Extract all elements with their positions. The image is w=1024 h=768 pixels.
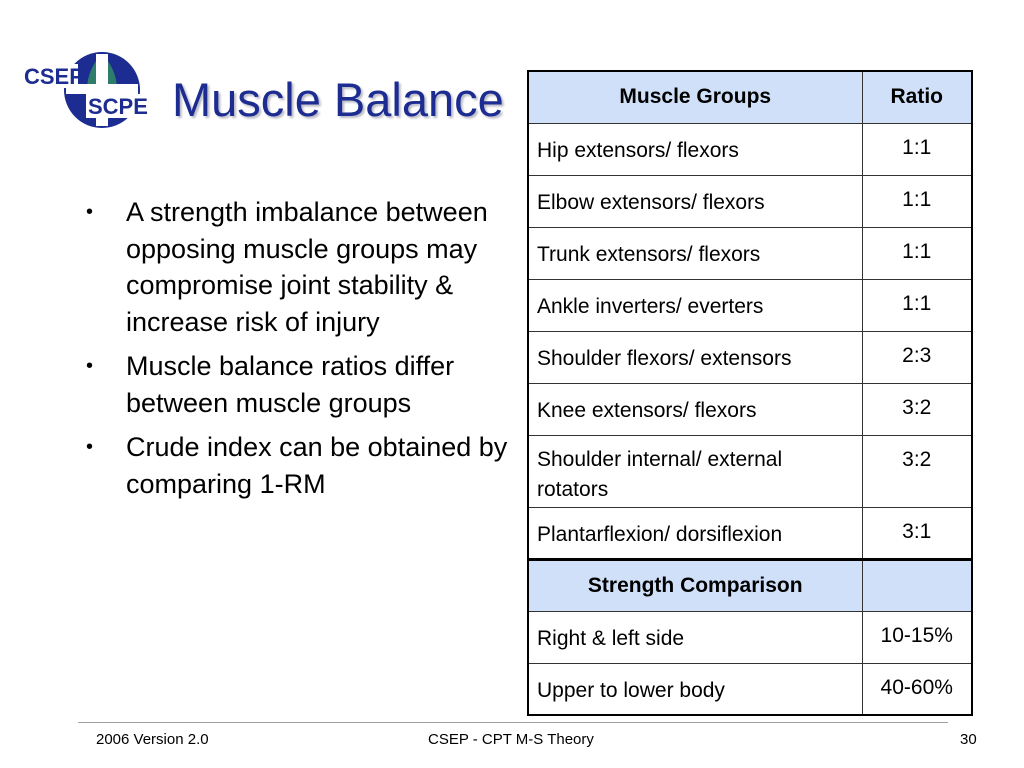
comparison-cell: Upper to lower body [527,662,863,716]
ratio-cell: 3:1 [861,506,973,560]
bullet-icon: • [86,436,94,458]
section-header-row: Strength Comparison [527,557,973,612]
muscle-group-cell: Shoulder flexors/ extensors [527,330,863,384]
muscle-group-cell: Ankle inverters/ everters [527,278,863,332]
table-header-row: Muscle Groups Ratio [527,70,973,124]
bullet-list: • A strength imbalance between opposing … [82,194,518,510]
logo-cross-h-icon [66,84,138,94]
header-strength-comparison: Strength Comparison [527,557,863,612]
percentage-cell: 10-15% [861,610,973,664]
ratio-cell: 1:1 [861,174,973,228]
bullet-item: • Crude index can be obtained by compari… [82,429,518,502]
logo-text-bottom: SCPE [88,94,148,119]
footer-course-title: CSEP - CPT M-S Theory [428,731,594,748]
table-row: Elbow extensors/ flexors 1:1 [527,174,973,228]
bullet-icon: • [86,201,94,223]
bullet-icon: • [86,355,94,377]
bullet-text: Muscle balance ratios differ between mus… [126,351,455,418]
muscle-group-cell: Trunk extensors/ flexors [527,226,863,280]
header-muscle-groups: Muscle Groups [527,70,863,124]
table-row: Knee extensors/ flexors 3:2 [527,382,973,436]
muscle-group-cell: Knee extensors/ flexors [527,382,863,436]
csep-logo: CSEP SCPE [22,52,158,128]
muscle-group-cell: Hip extensors/ flexors [527,122,863,176]
bullet-item: • A strength imbalance between opposing … [82,194,518,340]
header-ratio: Ratio [861,70,973,124]
table-row: Plantarflexion/ dorsiflexion 3:1 [527,506,973,560]
ratio-cell: 3:2 [861,434,973,508]
percentage-cell: 40-60% [861,662,973,716]
ratio-cell: 1:1 [861,226,973,280]
muscle-group-cell: Shoulder internal/ external rotators [527,434,863,508]
table-row: Trunk extensors/ flexors 1:1 [527,226,973,280]
ratio-cell: 3:2 [861,382,973,436]
muscle-ratio-table: Muscle Groups Ratio Hip extensors/ flexo… [527,70,973,716]
muscle-group-cell: Elbow extensors/ flexors [527,174,863,228]
comparison-cell: Right & left side [527,610,863,664]
logo-text-top: CSEP [24,64,84,89]
bullet-text: A strength imbalance between opposing mu… [126,197,488,337]
footer-version: 2006 Version 2.0 [96,731,209,748]
slide-title: Muscle Balance [172,73,504,126]
footer-divider [78,722,948,723]
ratio-cell: 2:3 [861,330,973,384]
bullet-item: • Muscle balance ratios differ between m… [82,348,518,421]
table-row: Upper to lower body 40-60% [527,662,973,716]
table-row: Right & left side 10-15% [527,610,973,664]
bullet-text: Crude index can be obtained by comparing… [126,432,508,499]
page-number: 30 [960,731,977,748]
table-row: Ankle inverters/ everters 1:1 [527,278,973,332]
header-empty-cell [861,557,973,612]
ratio-cell: 1:1 [861,278,973,332]
table-row: Shoulder flexors/ extensors 2:3 [527,330,973,384]
table-row: Shoulder internal/ external rotators 3:2 [527,434,973,508]
ratio-cell: 1:1 [861,122,973,176]
table-row: Hip extensors/ flexors 1:1 [527,122,973,176]
muscle-group-cell: Plantarflexion/ dorsiflexion [527,506,863,560]
